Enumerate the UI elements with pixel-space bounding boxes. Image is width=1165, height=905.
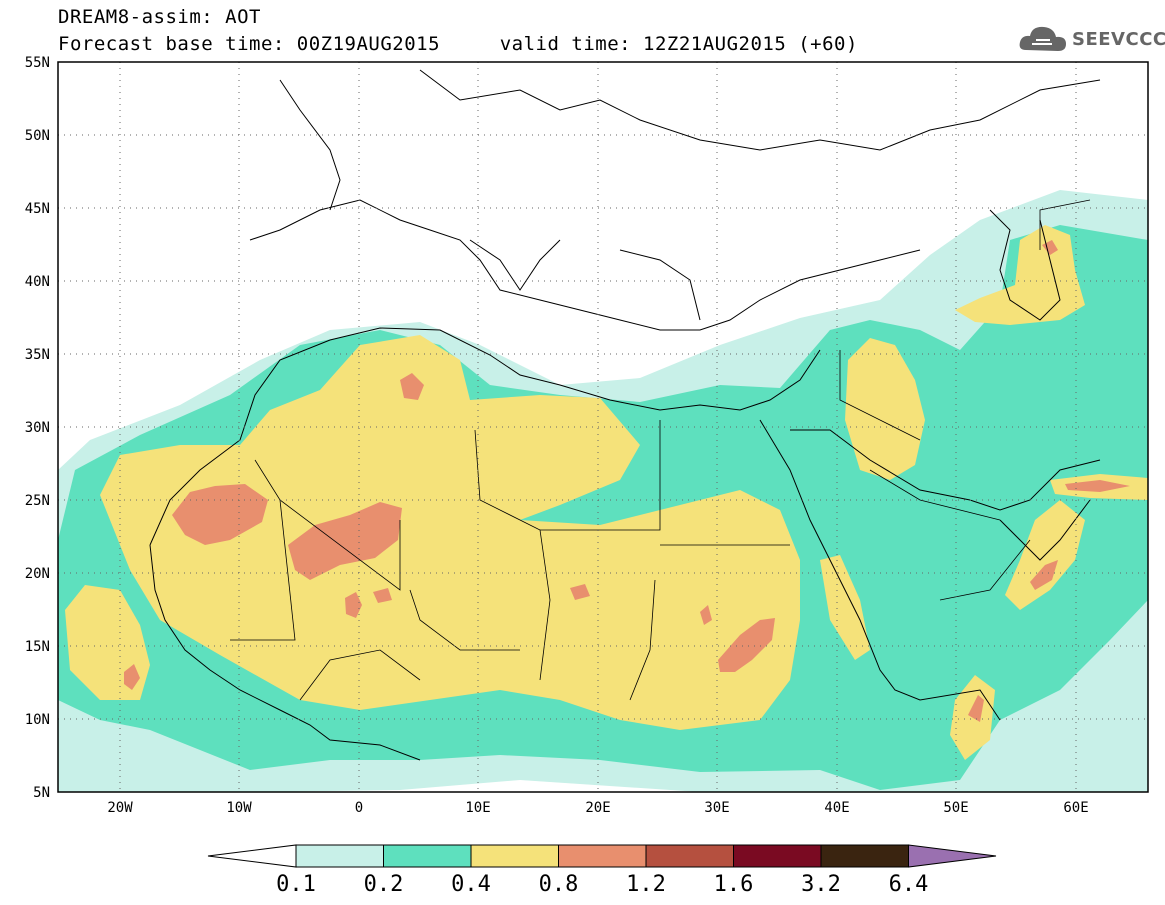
colorbar-label: 0.8 bbox=[539, 872, 579, 897]
colorbar-swatch bbox=[558, 844, 647, 868]
lat-label: 35N bbox=[25, 347, 50, 363]
lon-label: 20W bbox=[107, 800, 133, 816]
aot-band-0.4 bbox=[100, 335, 800, 730]
lat-label: 20N bbox=[25, 566, 50, 582]
colorbar-label: 0.1 bbox=[276, 872, 316, 897]
aot-band-0.8-algeria bbox=[400, 373, 424, 400]
colorbar: 0.1 0.2 0.4 0.8 1.2 1.6 3.2 6.4 bbox=[207, 844, 997, 897]
lat-label: 45N bbox=[25, 201, 50, 217]
aot-band-0.8-gulf bbox=[1065, 480, 1130, 492]
forecast-time-line: Forecast base time: 00Z19AUG2015 valid t… bbox=[58, 33, 858, 55]
aot-band-0.4-redsea bbox=[820, 555, 870, 660]
colorbar-label: 0.4 bbox=[451, 872, 491, 897]
lat-labels: 55N 50N 45N 40N 35N 30N 25N 20N 15N 10N … bbox=[25, 55, 50, 801]
map-frame bbox=[57, 61, 1149, 793]
aot-band-0.8-mali bbox=[288, 502, 402, 580]
lat-label: 10N bbox=[25, 712, 50, 728]
colorbar-swatch bbox=[383, 844, 472, 868]
lat-label: 5N bbox=[33, 785, 50, 801]
aot-band-0.8-niger2 bbox=[373, 588, 392, 603]
lat-label: 25N bbox=[25, 493, 50, 509]
lon-label: 20E bbox=[585, 800, 610, 816]
aot-band-0.8-niger bbox=[345, 592, 362, 618]
aot-band-0.8-chad bbox=[570, 584, 590, 600]
lat-label: 30N bbox=[25, 420, 50, 436]
colorbar-low-arrow bbox=[207, 844, 297, 868]
lat-label: 50N bbox=[25, 128, 50, 144]
seevccc-logo: SEEVCCC bbox=[1018, 22, 1165, 58]
aot-band-0.8-sudan2 bbox=[700, 605, 712, 625]
colorbar-swatch bbox=[820, 844, 909, 868]
aot-band-0.8-sudan bbox=[718, 618, 775, 672]
aot-band-0.8-mauritania bbox=[172, 484, 268, 545]
logo-text: SEEVCCC bbox=[1072, 29, 1165, 50]
map-title: DREAM8-assim: AOT bbox=[58, 6, 261, 28]
colorbar-label: 3.2 bbox=[801, 872, 841, 897]
lon-label: 10W bbox=[226, 800, 252, 816]
aot-band-0.8-oman bbox=[1030, 560, 1058, 590]
aot-band-0.4-arabia bbox=[845, 338, 925, 480]
aot-band-0.8-somalia bbox=[968, 695, 984, 722]
colorbar-label: 1.6 bbox=[714, 872, 754, 897]
colorbar-label: 6.4 bbox=[889, 872, 929, 897]
lon-label: 30E bbox=[704, 800, 729, 816]
country-borders bbox=[230, 199, 1091, 701]
aot-field bbox=[58, 62, 1148, 792]
colorbar-swatch bbox=[470, 844, 559, 868]
colorbar-swatch bbox=[295, 844, 384, 868]
colorbar-high-arrow bbox=[908, 844, 997, 868]
lon-label: 60E bbox=[1063, 800, 1088, 816]
colorbar-label: 0.2 bbox=[364, 872, 404, 897]
aot-band-0.8-senegal bbox=[124, 664, 140, 690]
cloud-icon bbox=[1019, 26, 1066, 51]
lon-label: 0 bbox=[355, 800, 363, 816]
lon-label: 10E bbox=[465, 800, 490, 816]
lon-label: 50E bbox=[943, 800, 968, 816]
lon-label: 40E bbox=[824, 800, 849, 816]
colorbar-swatch bbox=[733, 844, 822, 868]
lat-label: 40N bbox=[25, 274, 50, 290]
lat-label: 15N bbox=[25, 639, 50, 655]
lat-label: 55N bbox=[25, 55, 50, 71]
colorbar-swatch bbox=[645, 844, 734, 868]
lon-labels: 20W 10W 0 10E 20E 30E 40E 50E 60E bbox=[107, 800, 1088, 816]
colorbar-label: 1.2 bbox=[626, 872, 666, 897]
